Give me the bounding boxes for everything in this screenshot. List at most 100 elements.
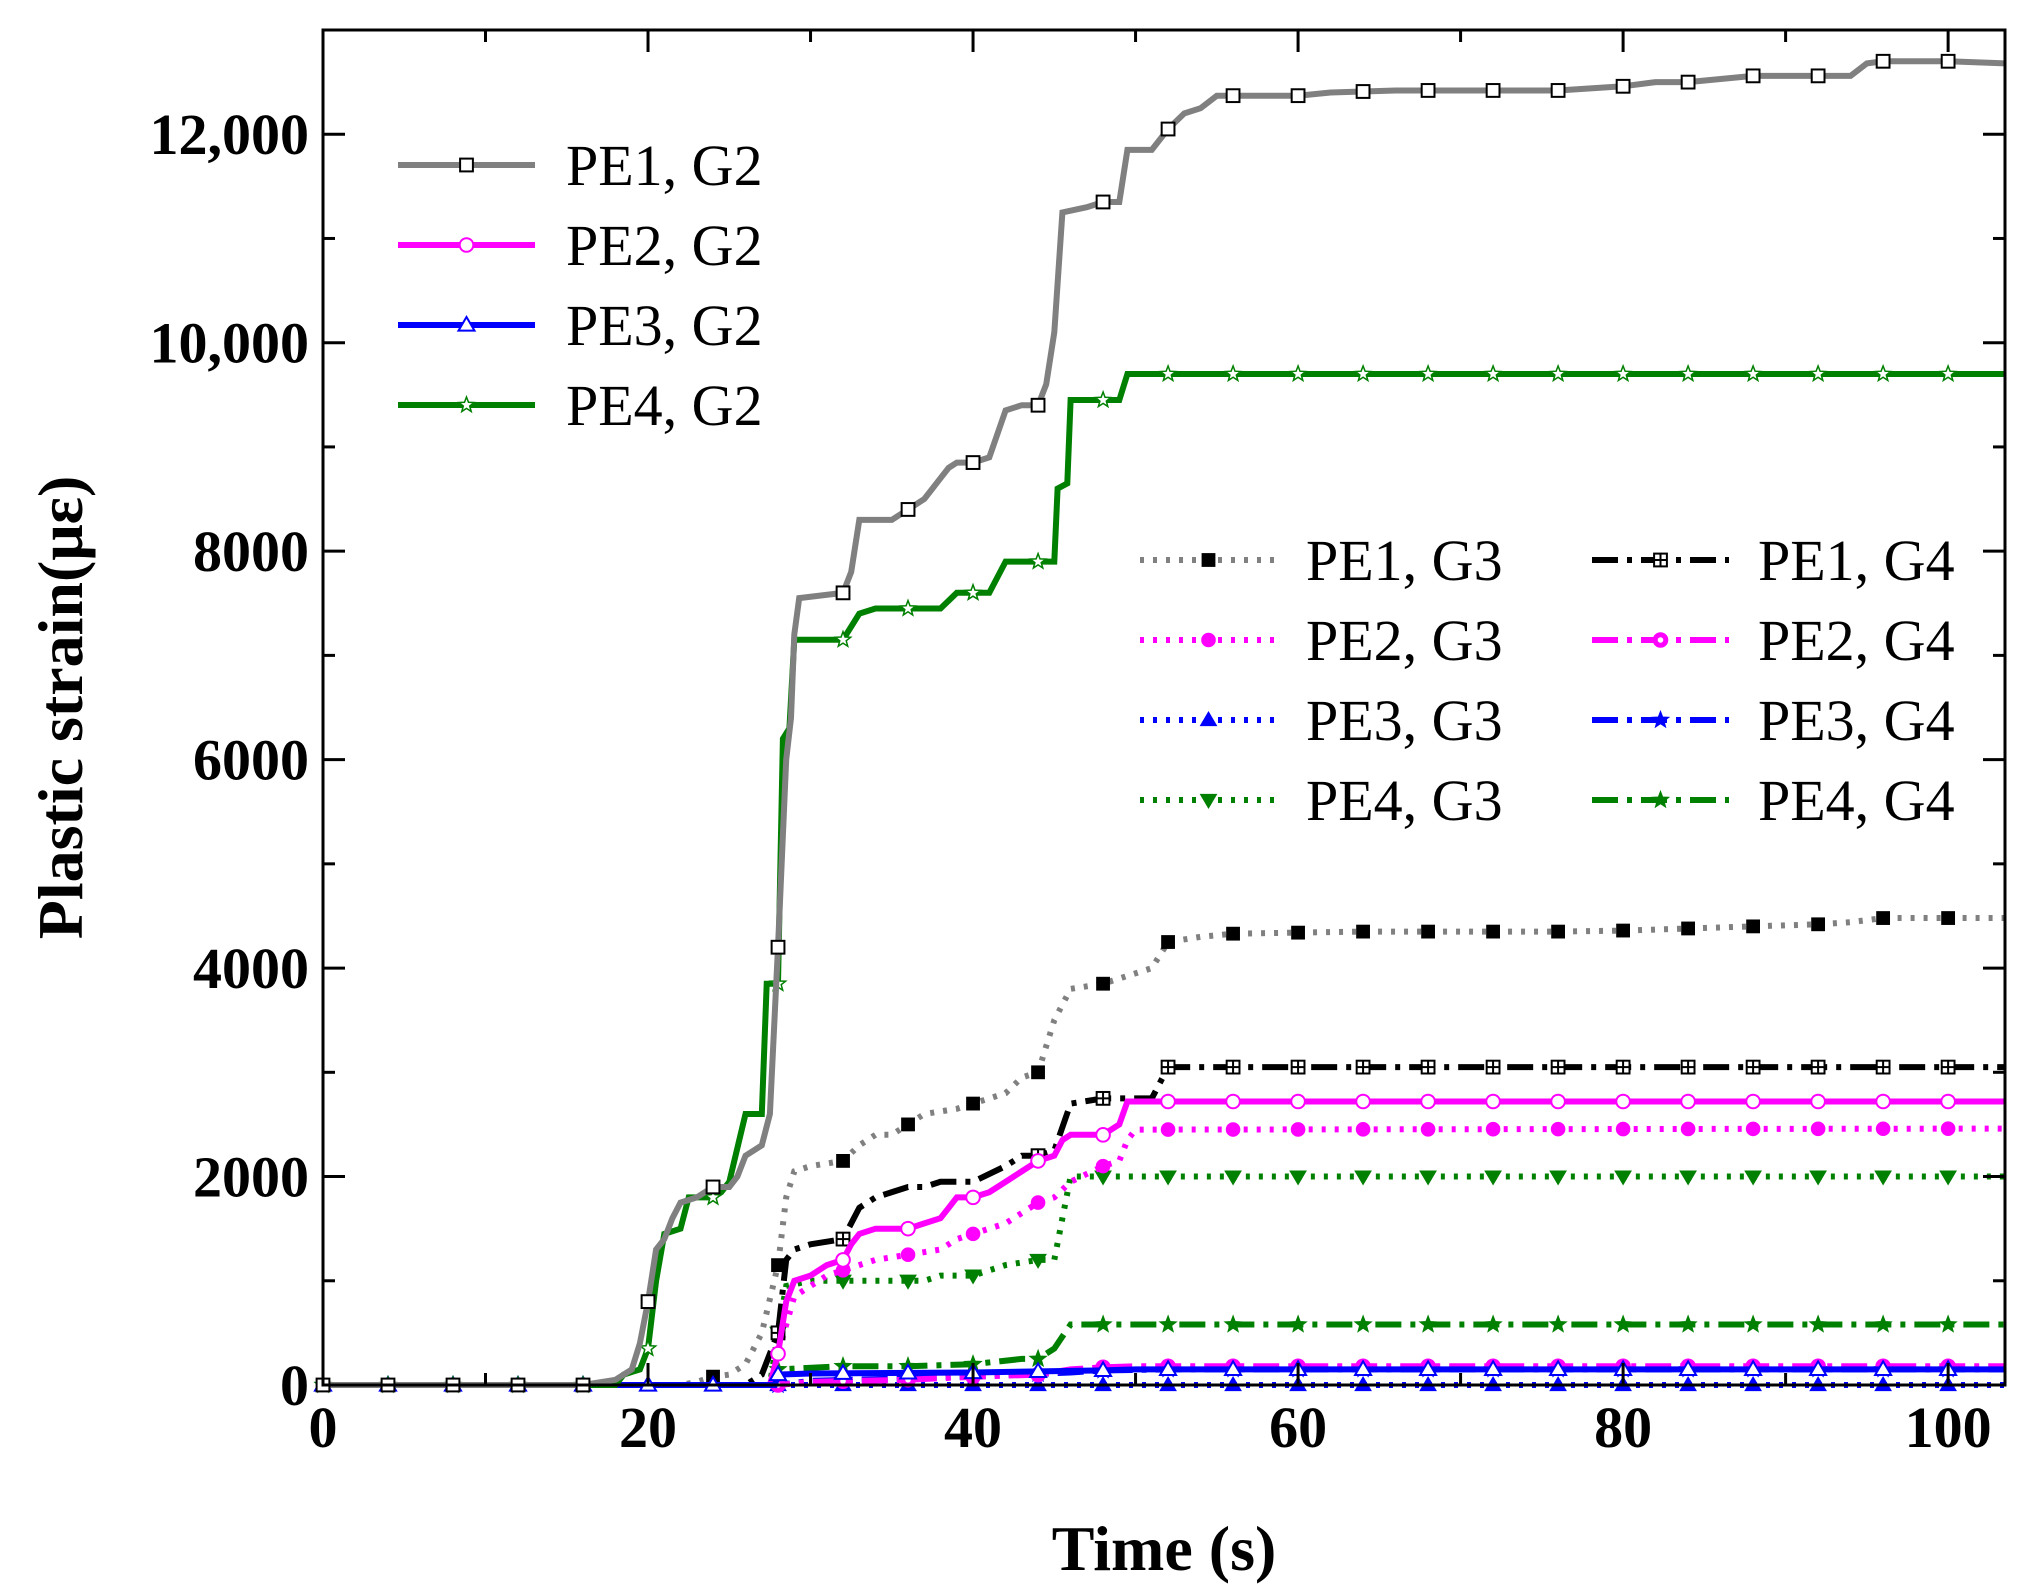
series-pe1-g2	[315, 53, 2006, 1393]
legend-marker	[1201, 632, 1216, 648]
data-point-marker	[1875, 1093, 1891, 1110]
y-tick-label: 2000	[193, 1145, 309, 1210]
data-point-marker	[1680, 1093, 1696, 1110]
data-point-marker	[1355, 1122, 1371, 1137]
data-point-marker	[1940, 1121, 1956, 1136]
x-tick-label: 40	[944, 1395, 1002, 1460]
x-axis-title: Time (s)	[1052, 1513, 1277, 1584]
data-point-marker	[1418, 1359, 1438, 1376]
data-point-marker	[1615, 1093, 1631, 1110]
data-point-marker	[1291, 925, 1305, 940]
data-point-marker	[1485, 1121, 1501, 1137]
legend-item: PE3, G2	[398, 293, 763, 358]
legend-layer: PE1, G2 PE2, G2 PE3, G2 PE4, G2 PE1, G3 PE2, …	[398, 133, 1955, 833]
legend-marker	[456, 315, 477, 332]
data-point-marker	[1808, 1314, 1828, 1333]
legend-label: PE3, G3	[1306, 688, 1503, 753]
series-line	[323, 371, 2005, 1388]
legend-item: PE1, G2	[398, 133, 763, 198]
data-point-marker	[1225, 1093, 1241, 1110]
data-point-marker	[1810, 1121, 1826, 1137]
data-point-marker	[1616, 923, 1630, 938]
data-point-marker	[900, 502, 916, 517]
legend-marker	[458, 237, 475, 253]
data-point-marker	[1095, 1090, 1111, 1106]
data-point-marker	[964, 1269, 982, 1285]
data-point-marker	[833, 629, 853, 648]
data-point-marker	[1485, 1093, 1501, 1110]
data-point-marker	[1485, 1059, 1501, 1075]
data-point-marker	[1288, 1314, 1308, 1333]
data-point-marker	[1745, 68, 1761, 84]
data-point-marker	[768, 1364, 788, 1382]
data-point-marker	[1678, 1359, 1698, 1376]
data-point-marker	[1810, 68, 1826, 84]
data-point-marker	[1940, 1093, 1956, 1110]
data-point-marker	[1940, 1059, 1956, 1075]
data-point-marker	[1158, 1314, 1178, 1333]
data-point-marker	[1353, 1314, 1373, 1333]
legend-label: PE2, G4	[1758, 608, 1955, 673]
data-point-marker	[833, 1363, 853, 1380]
data-point-marker	[1290, 88, 1306, 104]
data-point-marker	[1680, 74, 1696, 90]
legend-label: PE3, G2	[566, 293, 763, 358]
data-point-marker	[1418, 363, 1438, 383]
data-point-marker	[1679, 1170, 1697, 1186]
data-point-marker	[1485, 83, 1501, 98]
data-point-marker	[1875, 53, 1891, 69]
data-point-marker	[1811, 917, 1826, 932]
data-point-marker	[1095, 1158, 1111, 1174]
data-point-marker	[1420, 1059, 1436, 1075]
data-point-marker	[1096, 976, 1110, 991]
y-tick-label: 6000	[193, 728, 309, 793]
data-point-marker	[1224, 1170, 1242, 1186]
data-point-marker	[1550, 1093, 1566, 1110]
data-point-marker	[1680, 1059, 1696, 1075]
data-point-marker	[1873, 363, 1893, 383]
data-point-marker	[1093, 1314, 1113, 1333]
data-point-marker	[770, 939, 786, 955]
legend-label: PE1, G2	[566, 133, 763, 198]
series-pe2-g3	[323, 1121, 2006, 1388]
legend-marker	[459, 157, 474, 173]
data-point-marker	[1355, 1093, 1371, 1110]
legend-item: PE2, G2	[398, 213, 763, 278]
data-point-marker	[966, 1096, 980, 1111]
data-point-marker	[1743, 1359, 1763, 1376]
y-tick-label: 12,000	[150, 102, 310, 167]
data-point-marker	[1614, 1170, 1632, 1186]
data-point-marker	[1418, 1314, 1438, 1333]
legend-marker	[1652, 632, 1669, 648]
data-point-marker	[965, 1226, 981, 1242]
x-tick-label: 20	[619, 1395, 677, 1460]
data-point-marker	[1550, 1059, 1566, 1075]
data-point-marker	[1029, 1253, 1047, 1269]
legend-item: PE2, G3	[1140, 608, 1503, 673]
data-point-marker	[1615, 1059, 1631, 1075]
data-point-marker	[1551, 924, 1565, 939]
legend-label: PE4, G4	[1758, 768, 1955, 833]
legend-label: PE1, G4	[1758, 528, 1955, 593]
data-point-marker	[898, 598, 918, 617]
legend-marker	[1199, 793, 1218, 809]
data-point-marker	[1873, 1359, 1893, 1376]
data-point-marker	[963, 582, 983, 602]
data-point-marker	[1875, 1121, 1891, 1137]
data-point-marker	[1678, 363, 1698, 383]
data-point-marker	[1290, 1059, 1306, 1075]
legend-label: PE2, G2	[566, 213, 763, 278]
y-tick-label: 10,000	[150, 311, 310, 376]
data-point-marker	[835, 585, 851, 601]
data-point-marker	[1681, 921, 1696, 936]
y-axis-title: Plastic strain(με)	[25, 476, 96, 940]
data-point-marker	[1421, 924, 1435, 939]
series-line	[323, 1363, 2005, 1388]
data-point-marker	[1225, 1059, 1241, 1075]
data-point-marker	[1158, 1359, 1178, 1376]
data-point-marker	[1548, 1359, 1568, 1376]
data-point-marker	[1028, 1361, 1048, 1379]
data-point-marker	[836, 1154, 850, 1168]
data-point-marker	[1873, 1314, 1893, 1333]
